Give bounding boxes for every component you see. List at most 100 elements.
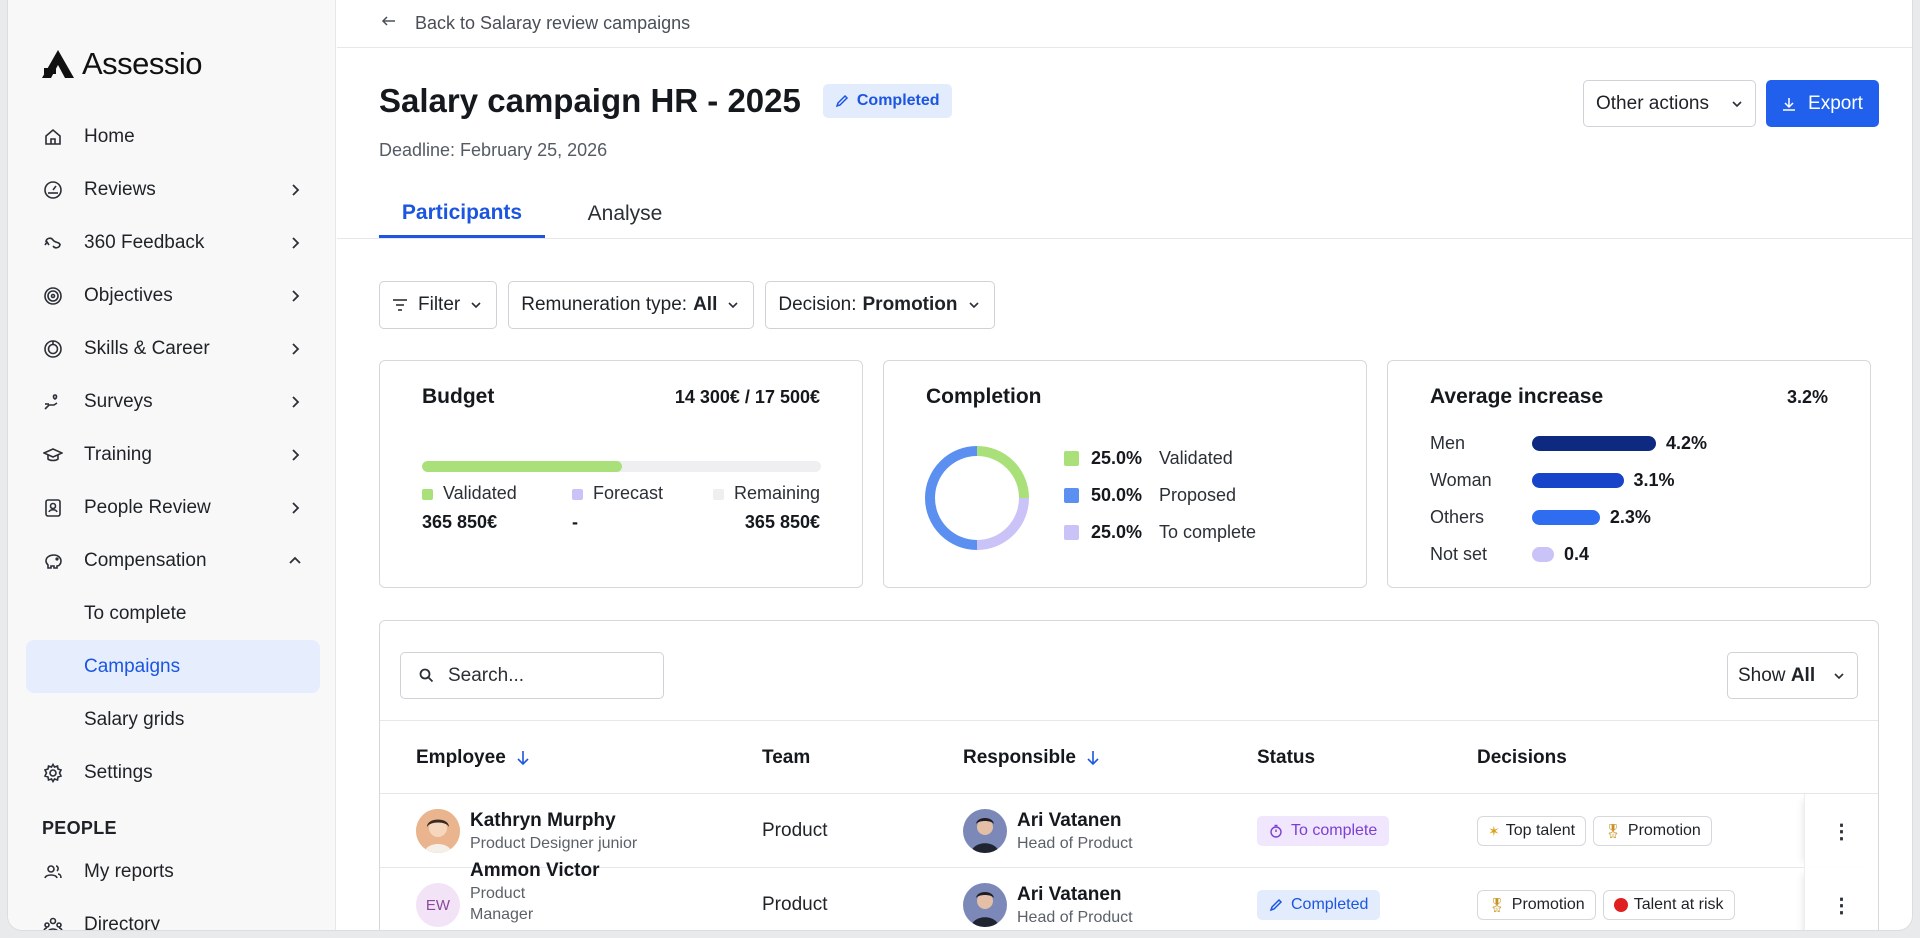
legend-value: 365 850€ [422,512,498,532]
remuneration-type-label: Remuneration type: [521,294,688,315]
skills-icon [42,338,64,360]
sidebar-item-skills-career[interactable]: Skills & Career [26,322,320,375]
decision-label: Decision: [778,294,857,315]
completion-legend-proposed: 50.0% Proposed [1064,485,1236,506]
sidebar-item-settings[interactable]: Settings [26,746,320,799]
employee-cell: EW Ammon Victor Product Manager [416,860,600,930]
search-input[interactable]: Search... [400,652,664,699]
tab-participants[interactable]: Participants [379,190,545,238]
tag-label: Talent at risk [1633,896,1724,913]
average-value: 3.2% [1786,387,1828,407]
medal-icon: 🎖 [1604,822,1622,839]
table-row[interactable]: EW Ammon Victor Product Manager Product … [380,860,1878,930]
sidebar-item-surveys[interactable]: Surveys [26,375,320,428]
hand-heart-icon [42,391,64,413]
legend-label: Proposed [1159,485,1237,505]
sidebar-item-objectives[interactable]: Objectives [26,269,320,322]
decision-tag-talent-at-risk[interactable]: Talent at risk [1602,890,1735,920]
filter-bar: Filter Remuneration type: All Decision: … [379,281,995,329]
users-icon [42,861,64,883]
sidebar-item-training[interactable]: Training [26,428,320,481]
export-button[interactable]: Export [1766,80,1879,127]
column-header-label: Employee [416,747,506,768]
table-row[interactable]: Kathryn Murphy Product Designer junior P… [380,794,1878,868]
back-link-label: Back to Salaray review campaigns [415,13,691,33]
pencil-icon [1269,898,1283,912]
decision-tag-top-talent[interactable]: ✶ Top talent [1477,816,1587,846]
sidebar-item-label: Settings [84,761,153,783]
legend-value: - [572,512,578,532]
completion-legend-validated: 25.0% Validated [1064,448,1233,469]
average-row-men: Men 4.2% [1430,428,1790,458]
legend-pct: 25.0% [1091,448,1143,468]
other-actions-button[interactable]: Other actions [1583,80,1756,127]
sidebar-item-label: Surveys [84,390,153,412]
row-actions-button[interactable]: ⋮ [1804,794,1878,868]
sidebar-item-compensation[interactable]: Compensation [26,534,320,587]
decision-select[interactable]: Decision: Promotion [765,281,995,329]
average-row-label: Men [1430,432,1466,453]
sidebar-item-home[interactable]: Home [26,110,320,163]
sidebar-item-people-review[interactable]: People Review [26,481,320,534]
person-photo-icon [963,809,1007,853]
average-bar [1532,472,1624,488]
legend-swatch [1064,525,1079,540]
download-icon [1783,97,1796,111]
logo[interactable]: Assessio [40,46,203,82]
sidebar-subitem-salary-grids[interactable]: Salary grids [26,693,320,746]
pencil-icon [835,94,848,108]
budget-legend-validated: Validated 365 850€ [422,483,517,533]
show-select[interactable]: Show All [1727,652,1858,699]
gauge-icon [42,179,64,201]
employee-role: Product Designer junior [470,834,638,852]
average-row-pct: 2.3% [1609,506,1651,527]
sidebar-nav: Home Reviews 360 Feedback Objectives Ski… [26,110,320,930]
completion-donut-chart [925,446,1029,550]
sidebar: Assessio Home Reviews 360 Feedback Objec… [8,0,336,930]
column-header-responsible[interactable]: Responsible [963,721,1100,795]
column-header-status[interactable]: Status [1257,721,1315,795]
chevron-down-icon [968,302,979,309]
arrow-down-icon [517,751,529,766]
piggy-bank-icon [42,550,64,572]
org-icon [42,914,64,930]
column-header-employee[interactable]: Employee [416,721,530,795]
tab-analyse[interactable]: Analyse [563,190,687,238]
team-cell: Product [762,894,828,915]
average-bar [1532,546,1554,562]
average-row-label: Others [1430,506,1485,527]
remuneration-type-select[interactable]: Remuneration type: All [508,281,755,329]
column-header-team[interactable]: Team [762,721,810,795]
employee-cell: Kathryn Murphy Product Designer junior [416,794,637,868]
sparkle-icon: ✶ [1488,822,1500,839]
row-actions-button[interactable]: ⋮ [1804,868,1878,930]
sidebar-item-my-reports[interactable]: My reports [26,845,320,898]
tab-label: Analyse [587,202,663,225]
sidebar-subitem-campaigns[interactable]: Campaigns [26,640,320,693]
column-header-decisions[interactable]: Decisions [1477,721,1567,795]
sidebar-item-directory[interactable]: Directory [26,898,320,930]
legend-label: Remaining [733,483,820,503]
decision-tag-promotion[interactable]: 🎖 Promotion [1593,816,1712,846]
sidebar-item-label: Compensation [84,549,207,571]
sidebar-item-reviews[interactable]: Reviews [26,163,320,216]
completion-card: Completion 25.0% Validated 50.0% Propose… [883,360,1367,588]
average-bar [1532,509,1600,525]
filter-button[interactable]: Filter [379,281,498,329]
tag-label: Promotion [1511,896,1585,913]
legend-label: Validated [443,483,517,503]
sidebar-subitem-to-complete[interactable]: To complete [26,587,320,640]
back-link[interactable]: Back to Salaray review campaigns [337,0,1912,48]
sidebar-item-label: Training [84,443,152,465]
timer-icon [1270,824,1282,838]
avatar [416,809,460,853]
decision-tag-promotion[interactable]: 🎖 Promotion [1477,890,1596,920]
average-bar [1532,435,1656,451]
chevron-down-icon [1834,672,1844,679]
decision-value: Promotion [862,294,958,315]
responsible-role: Head of Product [1017,834,1133,852]
red-circle-icon [1613,898,1628,912]
sidebar-item-360-feedback[interactable]: 360 Feedback [26,216,320,269]
show-label: Show All [1738,665,1815,687]
legend-swatch [572,488,583,500]
